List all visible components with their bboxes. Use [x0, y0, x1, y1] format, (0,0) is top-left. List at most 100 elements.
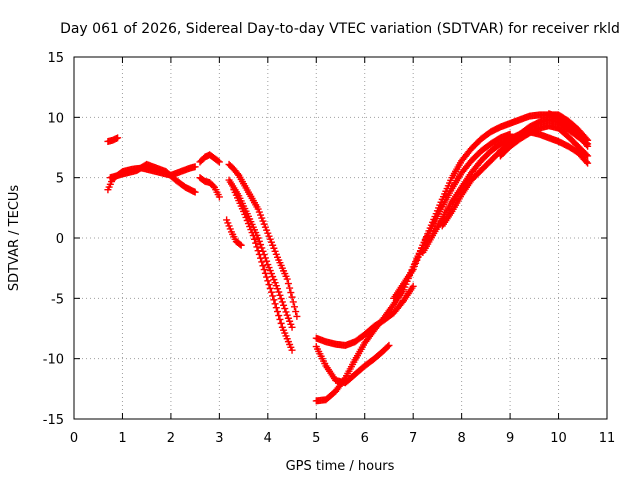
data-point	[275, 312, 283, 320]
x-tick-label: 4	[264, 431, 272, 446]
data-point	[263, 273, 271, 281]
series-track-6	[225, 160, 301, 320]
data-point	[264, 277, 272, 285]
series-track-3	[106, 160, 199, 196]
axis-ticks: 0 1 2 3 4 5 6 7 8 9 10 11 15 10 5 0 -5 -10 -15	[43, 51, 616, 446]
data-point	[288, 293, 296, 301]
data-points	[104, 110, 592, 405]
data-point	[260, 266, 268, 274]
data-point	[254, 234, 262, 242]
data-point	[272, 304, 280, 312]
data-point	[274, 285, 282, 293]
data-point	[237, 241, 245, 249]
data-point	[293, 312, 301, 320]
plot-frame	[73, 56, 608, 420]
x-tick-label: 10	[550, 431, 567, 446]
data-point	[584, 152, 592, 160]
data-point	[275, 288, 283, 296]
data-point	[582, 151, 590, 159]
data-point	[287, 289, 295, 297]
series-track-9	[223, 216, 245, 249]
data-point	[191, 188, 199, 196]
x-tick-label: 3	[215, 431, 223, 446]
data-point	[114, 134, 122, 142]
data-point	[214, 157, 222, 165]
x-tick-label: 9	[506, 431, 514, 446]
series-track-11	[312, 341, 393, 387]
series-track-17	[545, 110, 592, 150]
data-point	[191, 163, 199, 171]
data-point	[384, 343, 392, 351]
x-tick-label: 0	[70, 431, 78, 446]
data-point	[278, 298, 286, 306]
series-track-4	[196, 151, 223, 166]
data-point	[261, 269, 269, 277]
x-tick-label: 1	[118, 431, 126, 446]
data-point	[281, 305, 289, 313]
data-point	[215, 158, 223, 166]
series-track-5	[196, 174, 223, 201]
data-point	[385, 341, 393, 349]
data-point	[209, 182, 217, 190]
y-tick-label: 15	[47, 51, 64, 66]
data-point	[290, 303, 298, 311]
data-point	[286, 284, 294, 292]
data-point	[582, 158, 590, 166]
data-point	[277, 295, 285, 303]
series-track-15	[438, 116, 592, 230]
data-point	[267, 288, 275, 296]
data-point	[276, 315, 284, 323]
data-point	[584, 159, 592, 167]
data-point	[250, 235, 258, 243]
grid	[74, 57, 607, 419]
data-point	[234, 170, 242, 178]
data-point	[255, 250, 263, 258]
series-track-8	[230, 186, 296, 354]
x-tick-label: 11	[599, 431, 616, 446]
data-point	[280, 301, 288, 309]
data-point	[215, 193, 223, 201]
y-tick-label: 0	[56, 232, 64, 247]
data-point	[255, 237, 263, 245]
data-point	[276, 291, 284, 299]
data-point	[263, 257, 271, 265]
data-point	[277, 319, 285, 327]
chart-title: Day 061 of 2026, Sidereal Day-to-day VTE…	[60, 21, 620, 37]
series-track-16	[496, 122, 592, 160]
series-track-1	[104, 134, 122, 145]
data-point	[582, 141, 590, 149]
data-point	[284, 280, 292, 288]
data-point	[289, 298, 297, 306]
y-tick-label: -5	[51, 292, 64, 307]
data-point	[288, 346, 296, 354]
data-point	[257, 241, 265, 249]
data-point	[259, 262, 267, 270]
series-track-7	[225, 176, 296, 331]
data-point	[252, 239, 260, 247]
y-tick-label: -10	[43, 353, 64, 368]
data-point	[409, 282, 417, 290]
x-tick-label: 6	[361, 431, 369, 446]
x-tick-label: 5	[312, 431, 320, 446]
data-point	[254, 247, 262, 255]
x-tick-label: 7	[409, 431, 417, 446]
data-point	[283, 275, 291, 283]
data-point	[265, 281, 273, 289]
series-track-10	[312, 282, 417, 349]
data-point	[270, 296, 278, 304]
y-tick-label: 10	[47, 111, 64, 126]
y-tick-label: 5	[56, 172, 64, 187]
y-axis-label: SDTVAR / TECUs	[7, 185, 22, 292]
data-point	[274, 308, 282, 316]
data-point	[253, 243, 261, 251]
data-point	[584, 142, 592, 150]
x-tick-label: 8	[457, 431, 465, 446]
data-point	[257, 254, 265, 262]
data-point	[236, 240, 244, 248]
data-point	[288, 323, 296, 331]
x-axis-label: GPS time / hours	[286, 459, 395, 474]
data-point	[292, 308, 300, 316]
data-point	[282, 308, 290, 316]
data-point	[258, 244, 266, 252]
